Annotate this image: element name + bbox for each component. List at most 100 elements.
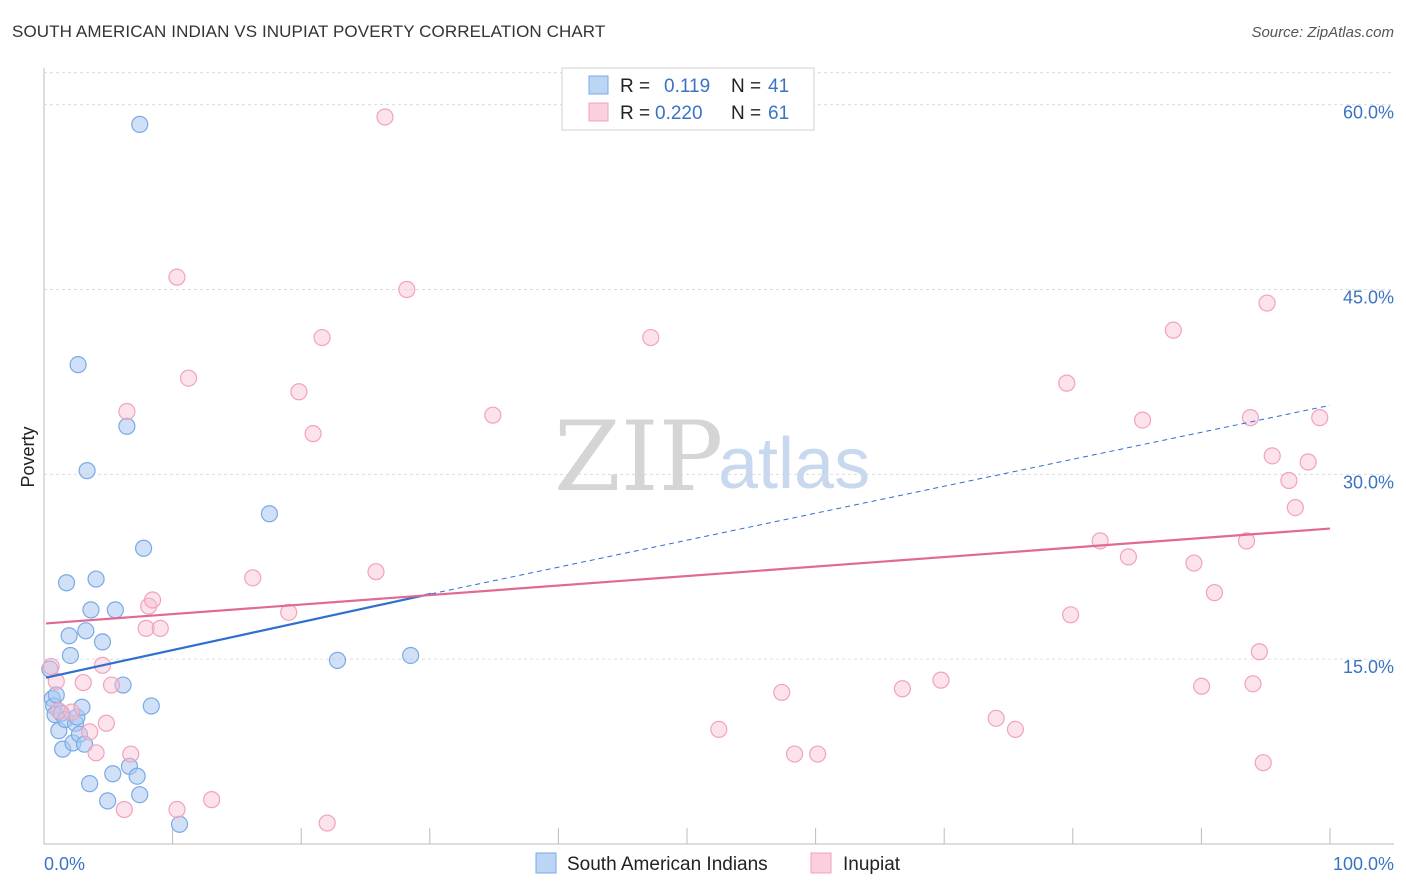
point-inupiat-39 xyxy=(1006,720,1025,739)
point-inupiat-44 xyxy=(1133,411,1152,429)
x-tick-label-1: 100.0% xyxy=(1333,854,1394,874)
point-inupiat-19 xyxy=(179,369,198,387)
bottom-legend-label-south-american-indians: South American Indians xyxy=(567,854,768,875)
legend-n-label-2: N = xyxy=(731,103,761,124)
point-south-american-indians-37 xyxy=(260,505,279,523)
y-tick-label-2: 45.0% xyxy=(1343,287,1394,307)
point-south-american-indians-31 xyxy=(128,767,146,785)
point-south-american-indians-27 xyxy=(106,601,124,619)
point-inupiat-31 xyxy=(642,328,660,347)
point-inupiat-11 xyxy=(118,402,136,421)
bottom-legend: South American Indians Inupiat xyxy=(535,852,901,875)
point-south-american-indians-34 xyxy=(142,697,160,715)
point-south-american-indians-35 xyxy=(131,115,149,133)
point-inupiat-33 xyxy=(773,683,791,702)
point-inupiat-21 xyxy=(244,569,262,587)
point-inupiat-49 xyxy=(1237,532,1256,550)
point-inupiat-40 xyxy=(1058,374,1076,392)
point-south-american-indians-17 xyxy=(73,698,91,716)
point-inupiat-2 xyxy=(50,702,68,720)
legend-r-label-2: R = xyxy=(620,103,650,124)
point-inupiat-48 xyxy=(1205,584,1224,602)
y-tick-label-3: 60.0% xyxy=(1343,103,1394,123)
point-south-american-indians-39 xyxy=(402,646,420,665)
trend-line-south-american-indians-extension xyxy=(431,404,1331,595)
legend-r-label-1: R = xyxy=(620,76,650,97)
point-inupiat-28 xyxy=(376,108,394,126)
point-inupiat-57 xyxy=(1286,498,1304,517)
point-inupiat-56 xyxy=(1280,471,1298,490)
point-south-american-indians-24 xyxy=(93,633,112,651)
legend-n-value-1: 41 xyxy=(768,76,789,97)
trend-line-inupiat xyxy=(45,527,1331,625)
x-tick-label-0: 0.0% xyxy=(44,854,85,874)
point-inupiat-17 xyxy=(168,800,186,819)
point-south-american-indians-32 xyxy=(131,786,149,804)
point-south-american-indians-9 xyxy=(57,574,76,592)
point-inupiat-41 xyxy=(1062,606,1080,624)
point-south-american-indians-20 xyxy=(78,462,96,480)
point-inupiat-54 xyxy=(1258,294,1276,312)
y-axis-title: Poverty xyxy=(18,426,38,487)
point-inupiat-53 xyxy=(1254,754,1272,772)
point-inupiat-47 xyxy=(1192,677,1211,695)
point-inupiat-38 xyxy=(987,709,1005,727)
point-inupiat-46 xyxy=(1185,554,1203,572)
point-inupiat-18 xyxy=(168,268,186,286)
point-inupiat-37 xyxy=(932,671,950,689)
bottom-legend-swatch-inupiat xyxy=(810,852,832,874)
point-inupiat-26 xyxy=(318,814,336,832)
bottom-legend-label-inupiat: Inupiat xyxy=(843,854,901,875)
point-inupiat-25 xyxy=(313,328,331,347)
y-tick-label-0: 15.0% xyxy=(1343,657,1394,677)
point-south-american-indians-23 xyxy=(87,570,105,588)
point-inupiat-16 xyxy=(151,619,169,637)
point-inupiat-15 xyxy=(143,591,162,609)
trend-line-south-american-indians xyxy=(45,592,432,679)
point-inupiat-23 xyxy=(290,383,308,401)
chart-title: SOUTH AMERICAN INDIAN VS INUPIAT POVERTY… xyxy=(12,22,606,41)
data-points xyxy=(41,108,1329,833)
point-south-american-indians-22 xyxy=(82,601,100,619)
point-inupiat-4 xyxy=(74,673,92,692)
point-inupiat-52 xyxy=(1250,643,1268,661)
point-inupiat-24 xyxy=(304,425,322,443)
point-inupiat-3 xyxy=(63,703,81,721)
trend-lines xyxy=(45,404,1331,679)
point-inupiat-55 xyxy=(1263,447,1281,465)
legend-n-value-2: 61 xyxy=(768,103,789,124)
point-inupiat-20 xyxy=(203,791,221,809)
source-credit: Source: ZipAtlas.com xyxy=(1251,24,1394,41)
point-inupiat-59 xyxy=(1311,409,1329,427)
point-inupiat-12 xyxy=(122,745,140,763)
point-inupiat-6 xyxy=(87,744,105,762)
point-south-american-indians-11 xyxy=(61,646,79,665)
point-inupiat-10 xyxy=(115,800,133,819)
watermark-atlas: atlas xyxy=(718,424,870,504)
point-inupiat-51 xyxy=(1244,675,1262,693)
point-inupiat-35 xyxy=(809,745,827,763)
point-south-american-indians-26 xyxy=(104,765,122,783)
point-inupiat-36 xyxy=(893,680,912,698)
point-inupiat-45 xyxy=(1164,321,1182,339)
point-inupiat-22 xyxy=(280,603,298,621)
point-inupiat-8 xyxy=(97,714,115,732)
watermark: ZIP atlas xyxy=(554,401,870,513)
point-inupiat-43 xyxy=(1119,548,1138,566)
point-south-american-indians-25 xyxy=(99,792,117,810)
x-tick-labels: 0.0% 100.0% xyxy=(44,854,1394,874)
point-inupiat-30 xyxy=(484,406,502,424)
point-south-american-indians-33 xyxy=(134,539,153,557)
point-inupiat-5 xyxy=(81,723,99,741)
legend-n-label-1: N = xyxy=(731,76,761,97)
point-south-american-indians-38 xyxy=(328,651,347,669)
legend-swatch-inupiat xyxy=(588,102,609,122)
watermark-zip: ZIP xyxy=(554,401,723,513)
point-south-american-indians-29 xyxy=(118,417,136,435)
point-inupiat-9 xyxy=(102,676,121,694)
point-south-american-indians-21 xyxy=(81,775,99,793)
legend-r-value-2: 0.220 xyxy=(655,103,703,124)
y-tick-label-1: 30.0% xyxy=(1343,472,1394,492)
point-inupiat-32 xyxy=(710,720,728,739)
